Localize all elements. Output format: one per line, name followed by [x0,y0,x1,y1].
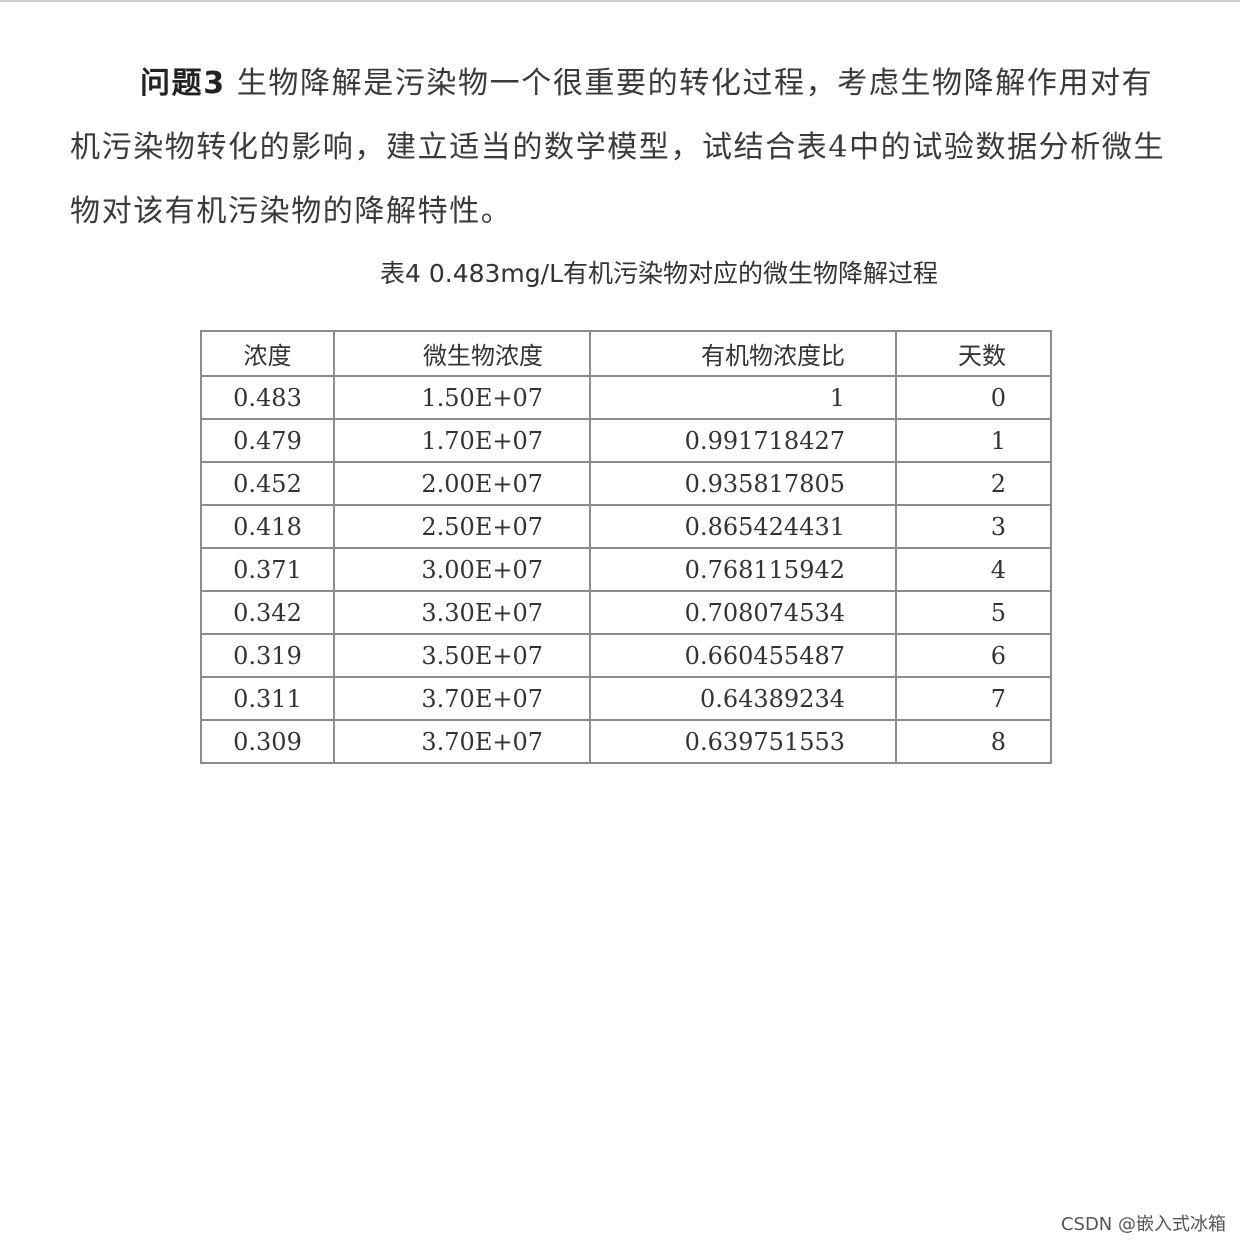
cell-organic-ratio: 0.660455487 [589,633,897,678]
table-caption: 表4 0.483mg/L有机污染物对应的微生物降解过程 [380,259,938,288]
table-row: 0.452 2.00E+07 0.935817805 2 [200,461,1052,506]
header-days: 天数 [895,330,1052,377]
table-row: 0.483 1.50E+07 1 0 [200,375,1052,420]
cell-microbe-concentration: 3.00E+07 [333,547,591,592]
cell-concentration: 0.418 [200,504,335,549]
cell-microbe-concentration: 3.70E+07 [333,719,591,764]
table-header-row: 浓度 微生物浓度 有机物浓度比 天数 [200,330,1052,377]
data-table: 浓度 微生物浓度 有机物浓度比 天数 0.483 1.50E+07 1 0 0.479 1… [200,330,1052,764]
cell-organic-ratio: 1 [589,375,897,420]
question-text-1: 生物降解是污染物一个很重要的转化过程，考虑生物降解作用对有 [236,66,1154,101]
cell-microbe-concentration: 2.50E+07 [333,504,591,549]
cell-microbe-concentration: 3.50E+07 [333,633,591,678]
top-border [0,0,1240,2]
cell-organic-ratio: 0.64389234 [589,676,897,721]
cell-days: 3 [895,504,1052,549]
paragraph-line-1: 问题3 生物降解是污染物一个很重要的转化过程，考虑生物降解作用对有 [70,52,1170,116]
table-row: 0.479 1.70E+07 0.991718427 1 [200,418,1052,463]
table-row: 0.319 3.50E+07 0.660455487 6 [200,633,1052,678]
cell-concentration: 0.483 [200,375,335,420]
cell-concentration: 0.319 [200,633,335,678]
cell-days: 5 [895,590,1052,635]
question-paragraph: 问题3 生物降解是污染物一个很重要的转化过程，考虑生物降解作用对有 机污染物转化… [70,52,1170,244]
cell-concentration: 0.479 [200,418,335,463]
cell-days: 2 [895,461,1052,506]
table-row: 0.418 2.50E+07 0.865424431 3 [200,504,1052,549]
watermark: CSDN @嵌入式冰箱 [1060,1214,1226,1235]
question-label: 问题3 [140,66,226,101]
cell-organic-ratio: 0.639751553 [589,719,897,764]
table-row: 0.342 3.30E+07 0.708074534 5 [200,590,1052,635]
cell-concentration: 0.371 [200,547,335,592]
cell-days: 8 [895,719,1052,764]
cell-concentration: 0.311 [200,676,335,721]
cell-organic-ratio: 0.991718427 [589,418,897,463]
cell-organic-ratio: 0.708074534 [589,590,897,635]
table-row: 0.311 3.70E+07 0.64389234 7 [200,676,1052,721]
cell-days: 7 [895,676,1052,721]
cell-organic-ratio: 0.865424431 [589,504,897,549]
header-microbe-concentration: 微生物浓度 [333,330,591,377]
cell-microbe-concentration: 1.50E+07 [333,375,591,420]
header-concentration: 浓度 [200,330,335,377]
cell-days: 6 [895,633,1052,678]
table-row: 0.309 3.70E+07 0.639751553 8 [200,719,1052,764]
cell-concentration: 0.309 [200,719,335,764]
table-row: 0.371 3.00E+07 0.768115942 4 [200,547,1052,592]
cell-microbe-concentration: 3.70E+07 [333,676,591,721]
cell-organic-ratio: 0.935817805 [589,461,897,506]
cell-concentration: 0.342 [200,590,335,635]
header-organic-ratio: 有机物浓度比 [589,330,897,377]
cell-organic-ratio: 0.768115942 [589,547,897,592]
paragraph-line-3: 物对该有机污染物的降解特性。 [70,194,513,229]
cell-microbe-concentration: 2.00E+07 [333,461,591,506]
cell-days: 0 [895,375,1052,420]
cell-days: 1 [895,418,1052,463]
cell-days: 4 [895,547,1052,592]
cell-microbe-concentration: 3.30E+07 [333,590,591,635]
paragraph-line-2: 机污染物转化的影响，建立适当的数学模型，试结合表4中的试验数据分析微生 [70,130,1166,165]
cell-microbe-concentration: 1.70E+07 [333,418,591,463]
cell-concentration: 0.452 [200,461,335,506]
